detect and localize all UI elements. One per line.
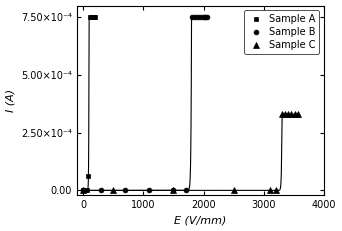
Sample C [283, 113, 287, 116]
Sample A [91, 16, 95, 18]
X-axis label: E (V/mm): E (V/mm) [174, 216, 227, 225]
Sample A [81, 189, 85, 192]
Sample C [111, 189, 115, 192]
Sample C [289, 113, 293, 116]
Sample B [81, 189, 85, 192]
Sample A [83, 189, 87, 192]
Sample C [286, 113, 290, 116]
Sample B [183, 189, 187, 192]
Sample B [205, 16, 209, 18]
Sample A [93, 16, 97, 18]
Sample B [99, 189, 103, 192]
Sample B [189, 16, 194, 18]
Y-axis label: I (A): I (A) [5, 89, 15, 112]
Line: Sample C: Sample C [80, 111, 300, 193]
Sample C [232, 189, 236, 192]
Sample B [147, 189, 152, 192]
Sample B [203, 16, 208, 18]
Sample B [199, 16, 203, 18]
Sample B [196, 16, 200, 18]
Line: Sample A: Sample A [81, 15, 97, 193]
Sample C [295, 113, 300, 116]
Sample A [84, 189, 89, 192]
Sample C [268, 189, 272, 192]
Sample A [92, 16, 96, 18]
Sample A [89, 16, 93, 18]
Sample A [87, 175, 91, 178]
Sample B [123, 189, 127, 192]
Legend: Sample A, Sample B, Sample C: Sample A, Sample B, Sample C [244, 10, 319, 54]
Sample C [81, 189, 85, 192]
Sample C [293, 113, 297, 116]
Sample A [88, 16, 92, 18]
Sample B [193, 16, 197, 18]
Sample B [201, 16, 206, 18]
Sample B [171, 189, 175, 192]
Line: Sample B: Sample B [81, 15, 210, 193]
Sample C [280, 113, 284, 116]
Sample C [171, 189, 175, 192]
Sample C [274, 189, 278, 192]
